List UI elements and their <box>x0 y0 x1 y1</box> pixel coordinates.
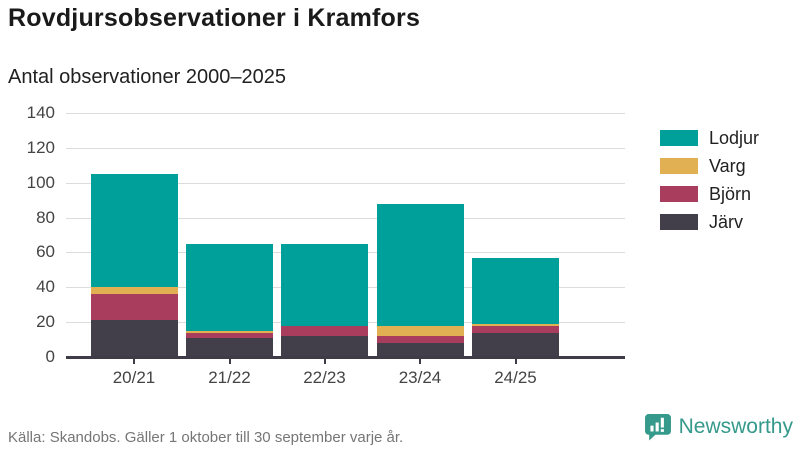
x-axis-tickmark-24-25 <box>514 357 517 364</box>
bar-segment-jarv-23-24 <box>376 343 464 357</box>
legend-label-varg: Varg <box>709 155 746 176</box>
bar-segment-bjorn-23-24 <box>376 336 464 344</box>
y-axis-tick-0: 0 <box>45 347 55 366</box>
x-axis-label-24-25: 24/25 <box>494 368 537 387</box>
legend-swatch-varg <box>660 158 698 174</box>
chart-title: Rovdjursobservationer i Kramfors <box>8 4 421 32</box>
bar-segment-varg-24-25 <box>472 323 559 326</box>
x-axis-tickmark-21-22 <box>228 357 231 364</box>
gridline-140 <box>66 113 625 114</box>
bar-segment-bjorn-20-21 <box>90 294 178 321</box>
gridline-100 <box>66 182 625 184</box>
chart-legend: Lodjur Varg Björn Järv <box>660 127 760 242</box>
bar-segment-varg-20-21 <box>90 287 178 295</box>
x-axis-tickmark-22-23 <box>323 357 326 364</box>
y-axis-tick-100: 100 <box>26 172 55 192</box>
bar-segment-bjorn-22-23 <box>281 325 368 337</box>
newsworthy-brand: Newsworthy <box>644 413 793 441</box>
gridline-80 <box>66 217 625 219</box>
bar-segment-varg-23-24 <box>376 325 464 337</box>
x-axis-tickmark-23-24 <box>419 357 421 364</box>
bar-segment-bjorn-24-25 <box>472 325 559 333</box>
x-axis-label-21-22: 21/22 <box>208 368 251 387</box>
x-axis-line <box>66 356 625 359</box>
y-axis-tick-20: 20 <box>36 312 55 332</box>
legend-swatch-bjorn <box>660 186 698 202</box>
bar-segment-varg-21-22 <box>186 330 273 333</box>
legend-swatch-jarv <box>660 214 698 230</box>
bar-segment-lodjur-23-24 <box>376 203 464 326</box>
chart-subtitle: Antal observationer 2000–2025 <box>8 66 286 88</box>
bar-segment-lodjur-24-25 <box>472 257 559 324</box>
bar-segment-bjorn-21-22 <box>186 332 273 338</box>
bar-segment-jarv-24-25 <box>472 332 559 357</box>
legend-item-bjorn: Björn <box>660 183 759 204</box>
source-note: Källa: Skandobs. Gäller 1 oktober till 3… <box>8 429 404 446</box>
y-axis-tick-120: 120 <box>26 137 55 157</box>
y-axis-tick-40: 40 <box>36 277 55 297</box>
x-axis-label-22-23: 22/23 <box>303 368 346 387</box>
legend-label-jarv: Järv <box>709 211 744 232</box>
brand-name: Newsworthy <box>678 415 793 438</box>
bar-segment-jarv-20-21 <box>90 320 178 357</box>
legend-item-lodjur: Lodjur <box>660 127 760 148</box>
y-axis-tick-80: 80 <box>36 207 55 227</box>
y-axis-tick-60: 60 <box>36 242 55 262</box>
legend-item-jarv: Järv <box>660 211 759 232</box>
legend-label-lodjur: Lodjur <box>709 127 760 148</box>
bar-segment-jarv-21-22 <box>186 337 273 357</box>
legend-item-varg: Varg <box>660 155 759 176</box>
newsworthy-logo-icon <box>644 413 672 441</box>
gridline-120 <box>66 147 625 149</box>
legend-swatch-lodjur <box>660 130 698 146</box>
x-axis-label-20-21: 20/21 <box>112 368 156 387</box>
bar-segment-lodjur-21-22 <box>186 243 273 331</box>
legend-label-bjorn: Björn <box>709 183 752 204</box>
bar-segment-lodjur-22-23 <box>281 243 368 326</box>
y-axis-tick-140: 140 <box>26 103 55 122</box>
x-axis-label-23-24: 23/24 <box>398 368 442 387</box>
x-axis-tickmark-20-21 <box>133 357 135 364</box>
bar-segment-jarv-22-23 <box>281 336 368 357</box>
bar-segment-lodjur-20-21 <box>90 174 178 288</box>
